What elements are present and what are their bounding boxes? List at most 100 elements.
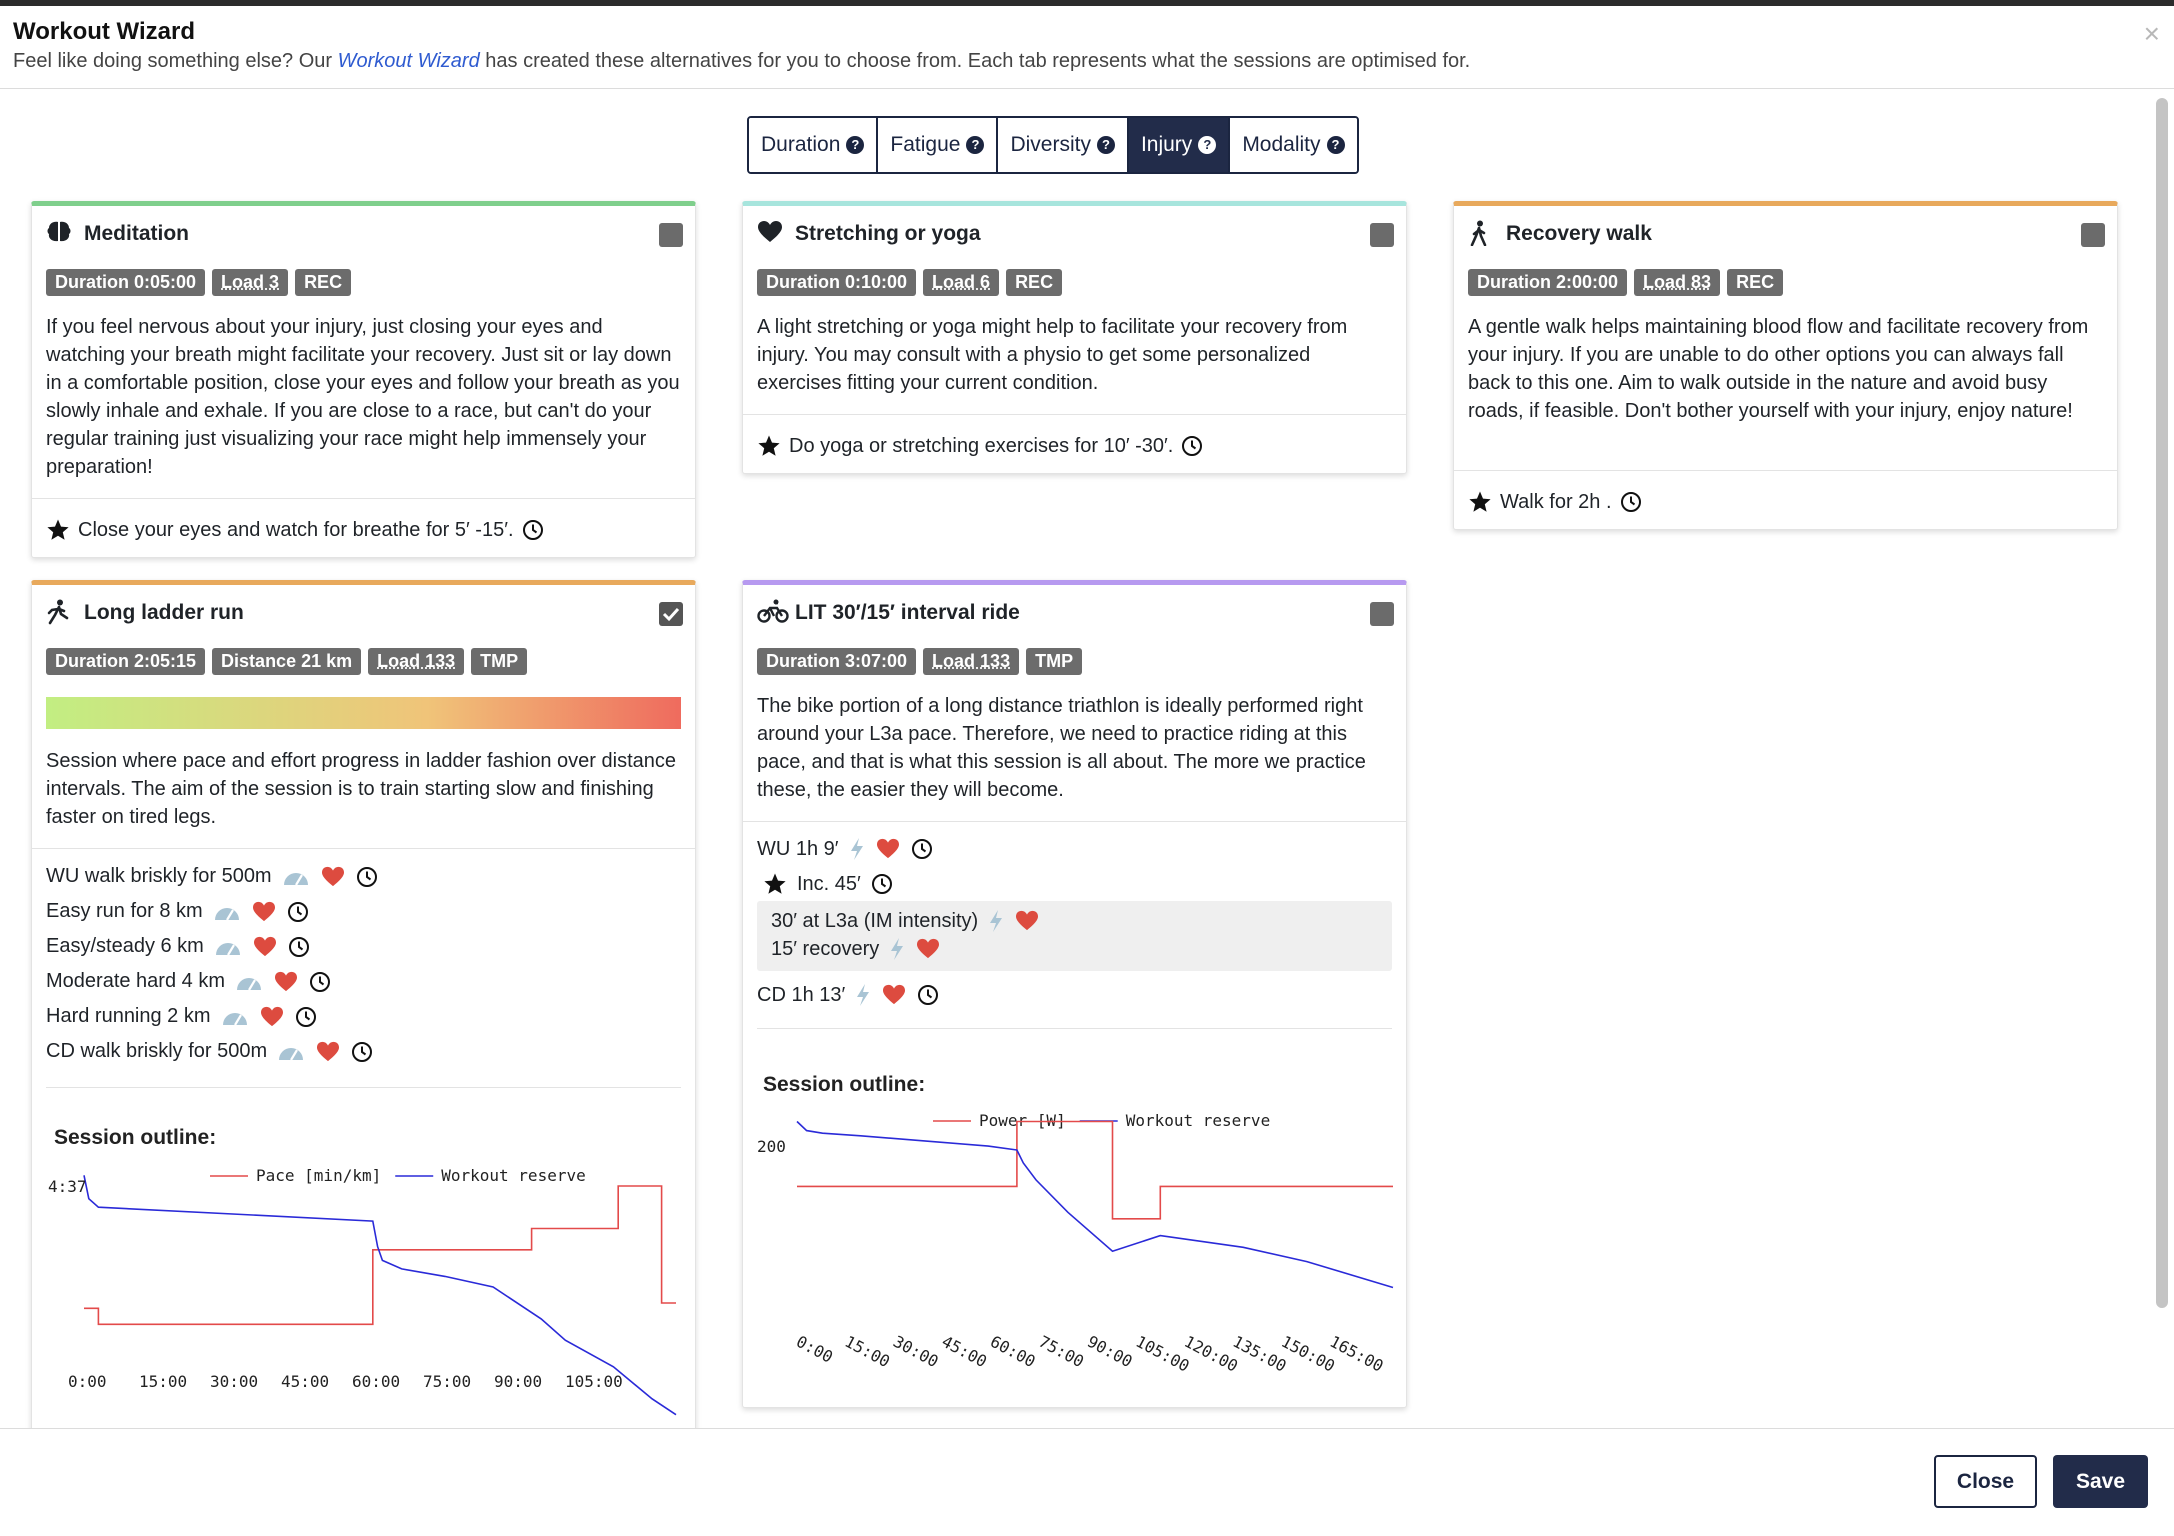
clock-icon[interactable] bbox=[351, 1041, 373, 1063]
tab-label: Diversity bbox=[1010, 133, 1091, 156]
clock-icon[interactable] bbox=[1620, 491, 1642, 513]
x-tick-label: 75:00 bbox=[1036, 1332, 1087, 1371]
x-tick-label: 45:00 bbox=[281, 1372, 329, 1391]
interval-repeat-box bbox=[757, 901, 1392, 971]
clock-icon[interactable] bbox=[288, 936, 310, 958]
x-tick-label: 30:00 bbox=[890, 1332, 941, 1371]
duration-badge: Duration 0:10:00 bbox=[757, 269, 917, 296]
heart-icon bbox=[1016, 910, 1039, 931]
duration-badge: Duration 3:07:00 bbox=[757, 648, 917, 675]
clock-icon[interactable] bbox=[1181, 435, 1203, 457]
tab-label: Modality bbox=[1242, 133, 1321, 156]
clock-icon[interactable] bbox=[309, 971, 331, 993]
subtitle-pre: Feel like doing something else? Our bbox=[13, 50, 333, 72]
card-footer: Do yoga or stretching exercises for 10′ … bbox=[757, 434, 1203, 458]
tab-diversity[interactable]: Diversity? bbox=[998, 118, 1129, 172]
heart-icon bbox=[876, 838, 899, 859]
x-tick-label: 105:00 bbox=[1133, 1332, 1193, 1376]
badge-row: Duration 0:10:00 Load 6 REC bbox=[757, 269, 1063, 296]
divider bbox=[1454, 470, 2117, 471]
load-badge[interactable]: Load 3 bbox=[212, 269, 289, 296]
heart-icon bbox=[917, 938, 940, 959]
x-tick-label: 90:00 bbox=[1084, 1332, 1135, 1371]
close-icon[interactable]: × bbox=[2143, 18, 2160, 49]
step-row: Easy/steady 6 km bbox=[46, 935, 310, 958]
clock-icon[interactable] bbox=[871, 873, 893, 895]
session-outline-chart-ride: Power [W] Workout reserve 200 0:00 15:0030:0… bbox=[757, 1111, 1394, 1376]
select-checkbox[interactable] bbox=[659, 223, 683, 247]
card-header: Recovery walk bbox=[1454, 206, 2117, 254]
x-tick-label: 15:00 bbox=[139, 1372, 187, 1391]
lightning-icon bbox=[891, 938, 904, 960]
type-badge: REC bbox=[1006, 269, 1063, 296]
step-row: Moderate hard 4 km bbox=[46, 970, 331, 993]
question-circle-icon[interactable]: ? bbox=[1326, 136, 1345, 154]
card-lit-interval-ride[interactable]: LIT 30′/15′ interval ride Duration 3:07:… bbox=[742, 580, 1407, 1408]
card-meditation[interactable]: Meditation Duration 0:05:00 Load 3 REC I… bbox=[31, 201, 696, 558]
star-icon bbox=[1469, 491, 1491, 512]
step-label: Moderate hard 4 km bbox=[46, 970, 225, 992]
step-label: CD 1h 13′ bbox=[757, 983, 846, 1006]
bicycle-icon bbox=[757, 599, 789, 623]
clock-icon[interactable] bbox=[295, 1006, 317, 1028]
series-line bbox=[84, 1185, 676, 1326]
card-stretching-yoga[interactable]: Stretching or yoga Duration 0:10:00 Load… bbox=[742, 201, 1407, 474]
x-tick-label: 60:00 bbox=[352, 1372, 400, 1391]
load-badge[interactable]: Load 6 bbox=[923, 269, 1000, 296]
question-circle-icon[interactable]: ? bbox=[1096, 136, 1115, 154]
question-circle-icon[interactable]: ? bbox=[966, 136, 985, 154]
close-button[interactable]: Close bbox=[1934, 1455, 2037, 1508]
tab-label: Fatigue bbox=[890, 133, 961, 156]
clock-icon[interactable] bbox=[356, 866, 378, 888]
clock-icon[interactable] bbox=[287, 901, 309, 923]
card-title: Recovery walk bbox=[1506, 222, 1652, 245]
dialog-header: Workout Wizard Feel like doing something… bbox=[0, 6, 2174, 89]
x-tick-label: 120:00 bbox=[1181, 1332, 1241, 1376]
clock-icon[interactable] bbox=[917, 984, 939, 1006]
running-icon bbox=[47, 599, 69, 625]
subtitle-post: has created these alternatives for you t… bbox=[485, 50, 1471, 72]
x-tick-label: 150:00 bbox=[1278, 1332, 1338, 1376]
clock-icon[interactable] bbox=[911, 838, 933, 860]
speedometer-icon bbox=[283, 872, 308, 886]
select-checkbox-checked[interactable] bbox=[659, 602, 683, 626]
step-label: 15′ recovery bbox=[771, 937, 880, 960]
divider bbox=[32, 848, 695, 849]
x-tick-label: 0:00 bbox=[68, 1372, 107, 1391]
scrollbar-thumb[interactable] bbox=[2156, 98, 2168, 1308]
load-badge[interactable]: Load 133 bbox=[923, 648, 1020, 675]
card-recovery-walk[interactable]: Recovery walk Duration 2:00:00 Load 83 R… bbox=[1453, 201, 2118, 530]
speedometer-icon bbox=[214, 907, 239, 921]
tab-modality[interactable]: Modality? bbox=[1230, 118, 1357, 172]
clock-icon[interactable] bbox=[522, 519, 544, 541]
footer-text: Close your eyes and watch for breathe fo… bbox=[78, 518, 514, 541]
card-long-ladder-run[interactable]: Long ladder run Duration 2:05:15 Distanc… bbox=[31, 580, 696, 1428]
session-outline-chart-run: Pace [min/km] Workout reserve 4:37 0:00 15:0… bbox=[48, 1166, 677, 1416]
select-checkbox[interactable] bbox=[2081, 223, 2105, 247]
series-line bbox=[83, 1175, 677, 1416]
load-badge[interactable]: Load 133 bbox=[368, 648, 465, 675]
step-row: Easy run for 8 km bbox=[46, 900, 309, 923]
question-circle-icon[interactable]: ? bbox=[1198, 136, 1217, 154]
card-header: Long ladder run bbox=[32, 585, 695, 633]
tab-injury[interactable]: Injury? bbox=[1128, 118, 1231, 172]
card-title: LIT 30′/15′ interval ride bbox=[795, 601, 1020, 624]
step-row: CD walk briskly for 500m bbox=[46, 1040, 373, 1063]
save-button[interactable]: Save bbox=[2053, 1455, 2148, 1508]
card-description: A gentle walk helps maintaining blood fl… bbox=[1468, 316, 2089, 422]
dialog-body: Duration? Fatigue? Diversity? Injury? Mo… bbox=[0, 90, 2174, 1428]
heart-icon bbox=[274, 971, 297, 991]
tab-duration[interactable]: Duration? bbox=[749, 118, 879, 172]
step-label: WU 1h 9′ bbox=[757, 837, 839, 860]
x-tick-label: 0:00 bbox=[793, 1332, 836, 1367]
badge-row: Duration 3:07:00 Load 133 TMP bbox=[757, 648, 1083, 675]
select-checkbox[interactable] bbox=[1370, 223, 1394, 247]
subtitle-link[interactable]: Workout Wizard bbox=[337, 50, 480, 72]
tab-label: Duration bbox=[761, 133, 841, 156]
step-row-intervals: Inc. 45′ bbox=[763, 872, 893, 896]
tab-fatigue[interactable]: Fatigue? bbox=[878, 118, 999, 172]
heart-icon bbox=[321, 866, 344, 886]
load-badge[interactable]: Load 83 bbox=[1634, 269, 1721, 296]
question-circle-icon[interactable]: ? bbox=[846, 136, 865, 154]
select-checkbox[interactable] bbox=[1370, 602, 1394, 626]
